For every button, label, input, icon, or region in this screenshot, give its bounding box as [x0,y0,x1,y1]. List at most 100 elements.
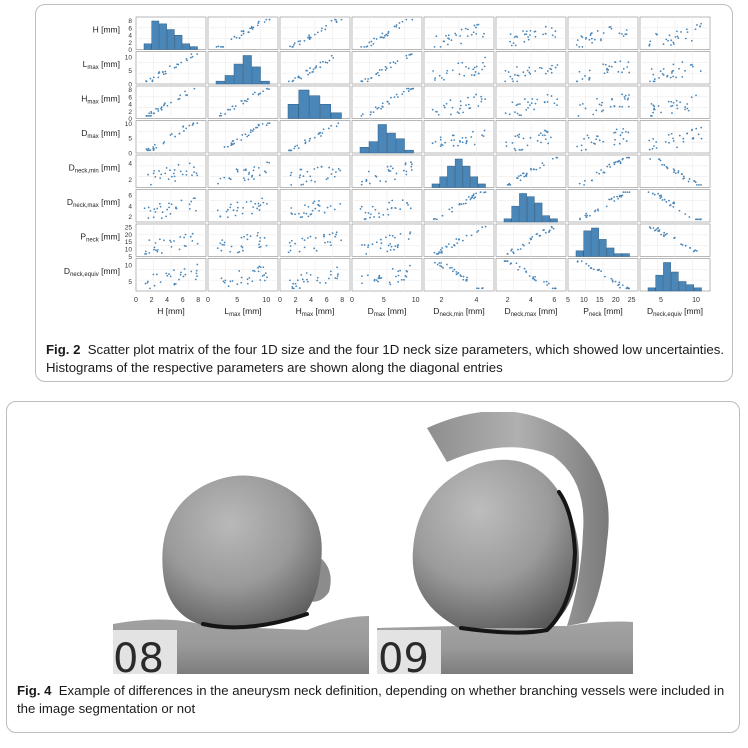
scatter-point [164,70,167,73]
scatter-point [303,39,306,42]
scatter-point [152,273,155,276]
scatter-point [672,137,674,140]
y-axis-label: Dneck,max [mm] [67,197,120,209]
scatter-point [445,34,447,37]
scatter-point [144,250,147,253]
scatter-point [252,128,255,131]
scatter-point [627,61,630,64]
scatter-point [525,175,528,178]
scatter-point [160,107,162,110]
scatter-point [312,68,315,71]
scatter-point [585,262,588,265]
scatter-point [556,156,559,159]
scatter-point [220,249,223,252]
scatter-point [259,245,262,248]
scatter-point [695,249,698,252]
scatter-point [299,40,302,42]
scatter-point [448,208,451,211]
scatter-point [621,93,624,96]
scatter-point [666,75,669,78]
scatter-point [379,36,382,39]
scatter-point [409,232,411,235]
scatter-point [595,171,598,174]
scatter-point [313,247,316,250]
scatter-point [438,74,441,77]
scatter-point [550,95,553,97]
scatter-point [330,124,333,127]
scatter-point [505,145,508,148]
scatter-point [246,135,249,138]
histogram-bar [439,176,448,188]
scatter-point [652,111,654,114]
scatter-point [411,18,414,21]
scatter-point [538,134,540,137]
scatter-point [659,194,662,197]
scatter-point [405,170,408,173]
scatter-point [477,105,480,107]
scatter-point [504,69,507,72]
scatter-point [240,139,243,141]
scatter-point [169,134,172,136]
scatter-point [598,172,601,175]
scatter-point [445,245,447,248]
scatter-point [294,145,297,148]
scatter-point [396,96,399,98]
scatter-point [475,65,478,68]
scatter-point [167,178,170,181]
scatter-point [265,18,268,21]
scatter-point [332,57,335,59]
x-tick-label: 0 [134,297,138,304]
scatter-point [381,68,383,71]
scatter-point [439,136,442,139]
scatter-point [593,210,596,213]
scatter-point [575,44,578,46]
scatter-point [240,281,243,284]
scatter-point [266,276,268,279]
scatter-point [556,64,559,66]
scatter-point [473,96,476,99]
scatter-point [531,98,534,100]
scatter-point [469,198,472,201]
scatter-point [677,171,680,174]
scatter-point [394,62,397,65]
scatter-point [700,126,703,129]
scatter-point [512,251,514,253]
histogram-bar [224,75,234,85]
scatter-point [335,171,337,173]
scatter-point [653,105,656,108]
scatter-point [700,184,702,186]
scatter-point [514,111,516,114]
scatter-point [592,268,595,271]
scatter-point [407,204,409,206]
scatter-point [628,71,631,74]
scatter-point [405,18,408,21]
scatter-point [377,106,380,109]
scatter-point [244,99,246,102]
scatter-point [536,139,539,142]
y-tick-label: 15 [125,239,133,246]
histogram-bar [287,104,299,119]
scatter-point [621,105,624,108]
x-axis-label: Dneck,equiv [mm] [647,306,703,318]
scatter-point [161,211,164,214]
scatter-point [622,191,625,194]
scatter-point [173,169,176,171]
scatter-point [544,72,547,75]
scatter-point [433,46,436,48]
x-tick-label: 10 [262,297,270,304]
scatter-point [263,236,266,239]
scatter-point [378,69,381,71]
scatter-point [325,178,328,181]
scatter-point [309,213,312,216]
scatter-point [409,264,411,267]
scatter-point [550,27,553,29]
scatter-point [290,171,293,174]
scatter-point [530,237,533,240]
scatter-point [153,143,156,146]
scatter-point [249,27,251,30]
scatter-point [686,132,688,135]
scatter-point [266,87,269,90]
scatter-point [672,63,675,66]
scatter-point [299,216,302,219]
scatter-point [295,285,298,288]
